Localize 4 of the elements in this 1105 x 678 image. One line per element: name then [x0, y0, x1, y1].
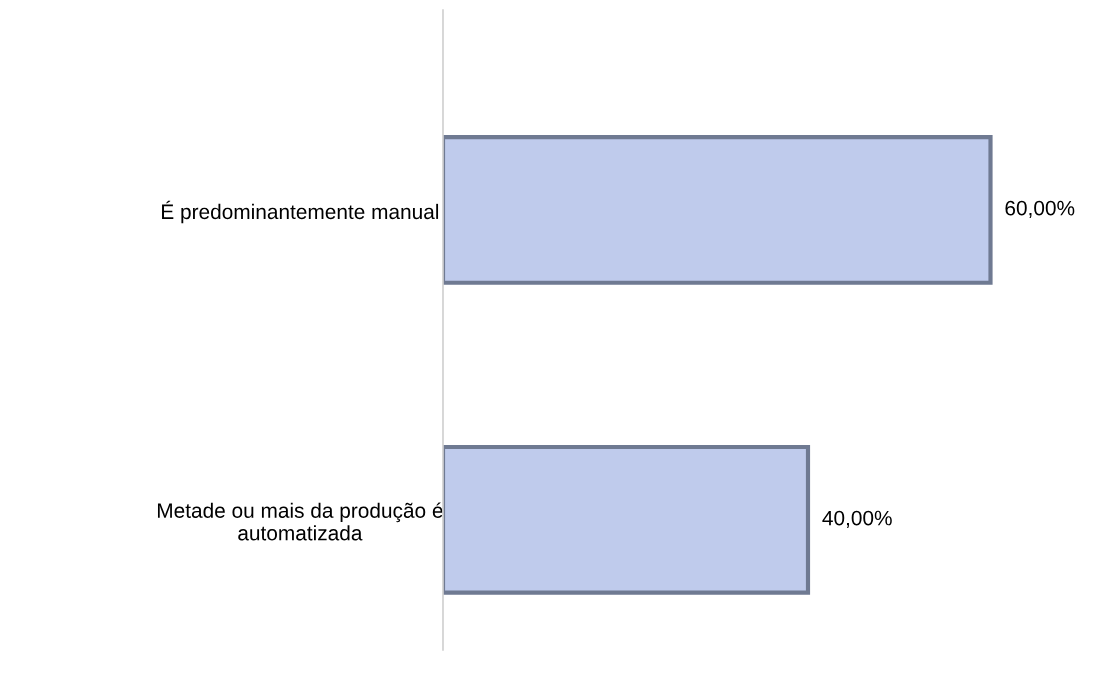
y-tick-label: É predominantemente manual [162, 200, 439, 224]
data-label: 40,00% [822, 510, 892, 528]
data-label: 60,00% [1005, 200, 1075, 218]
y-tick-label: Metade ou mais da produção é automatizada [157, 502, 443, 541]
